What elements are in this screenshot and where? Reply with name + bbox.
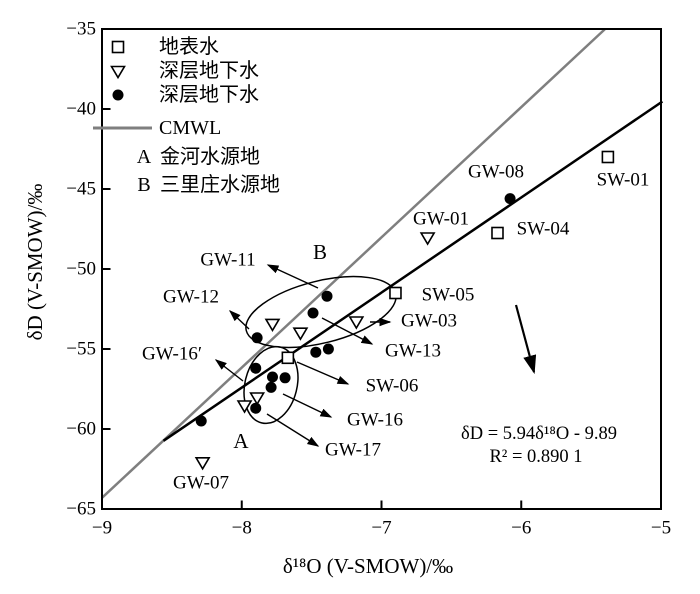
leader-arrow-GW-11 [266, 264, 319, 289]
point-circle-filled [322, 343, 334, 355]
leader-arrow-SW-06 [296, 361, 350, 385]
plot-border [101, 28, 662, 510]
point-circle-filled [265, 381, 277, 393]
point-circle-filled [266, 371, 278, 383]
annotation-GW-13: GW-13 [385, 341, 441, 362]
point-GW-01 [419, 232, 436, 246]
axis-ticks-layer: −9 −8 −7 −6 −5 −35 −40 −45 −50 −55 −60 −65 [66, 19, 671, 539]
trend-direction-arrow [514, 304, 537, 375]
group-ellipses-layer [243, 275, 397, 425]
point-circle-filled [310, 346, 322, 358]
annotation-B: B [313, 240, 327, 264]
legend-item-site-b: B 三里庄水源地 [137, 173, 280, 196]
y-tick-label: −60 [66, 419, 96, 440]
point-SW-01 [601, 150, 615, 164]
x-tick-label: −8 [232, 518, 252, 539]
annotation-A: A [233, 429, 249, 453]
point-triangle-open [292, 327, 309, 341]
y-tick-label: −65 [66, 499, 96, 520]
x-tick-label: −5 [651, 518, 671, 539]
legend-item-site-a: A 金河水源地 [137, 145, 260, 168]
point-GW-03 [348, 316, 365, 330]
annotation-SW-06: SW-06 [366, 376, 419, 397]
annotations-layer: GW-08 SW-01 GW-01 SW-04 SW-05 GW-03 GW-13 SW-06… [142, 162, 649, 494]
annotation-SW-05: SW-05 [422, 285, 475, 306]
annotation-GW-07: GW-07 [173, 473, 229, 494]
point-circle-filled [250, 362, 262, 374]
regression-equation: δD = 5.94δ¹⁸O - 9.89 [461, 424, 617, 444]
leader-arrow-GW-16 [282, 393, 333, 418]
circle-filled-marker-icon [112, 89, 124, 101]
legend-item-label: 金河水源地 [160, 145, 260, 168]
y-tick-label: −40 [66, 99, 96, 120]
trend-lines-layer [101, 28, 664, 499]
leader-arrow-GW-12 [228, 310, 250, 330]
CMWL-line [101, 28, 606, 499]
point-GW-11 [321, 290, 333, 302]
annotation-GW-03: GW-03 [401, 311, 457, 332]
x-tick-label: −9 [92, 518, 112, 539]
annotation-GW-12: GW-12 [163, 287, 219, 308]
point-circle-filled [279, 372, 291, 384]
y-tick-label: −55 [66, 339, 96, 360]
legend-item-cmwl: CMWL [93, 117, 221, 139]
point-GW-07 [194, 456, 211, 471]
legend-item-surface-water: 地表水 [111, 35, 219, 58]
legend-item-label: CMWL [159, 117, 221, 139]
legend-item-groundwater-circle: 深层地下水 [112, 83, 259, 106]
annotation-GW-01: GW-01 [413, 209, 469, 230]
data-points-layer [194, 150, 615, 471]
annotation-GW-08: GW-08 [468, 162, 524, 183]
point-GW-16′ [236, 400, 253, 414]
legend-item-label: 三里庄水源地 [160, 173, 280, 196]
y-tick-label: −45 [66, 179, 96, 200]
annotation-GW-11: GW-11 [200, 250, 255, 271]
point-triangle-open [264, 318, 281, 332]
point-GW-13 [307, 307, 319, 319]
annotation-SW-04: SW-04 [517, 219, 570, 240]
leader-arrow-GW-13 [321, 317, 374, 345]
annotation-GW-17: GW-17 [325, 440, 381, 461]
legend: 地表水 深层地下水 深层地下水 CMWL A 金河水源地 B 三里庄水源地 [93, 35, 280, 196]
leader-arrow-GW-17 [266, 413, 320, 447]
legend-item-label: 地表水 [159, 35, 219, 58]
cluster-ellipse-A [243, 345, 299, 425]
x-tick-label: −7 [371, 518, 391, 539]
point-SW-04 [491, 226, 504, 240]
leader-arrow-GW-16′ [214, 359, 244, 382]
point-SW-06 [281, 351, 295, 365]
x-tick-label: −6 [511, 518, 531, 539]
point-SW-05 [389, 286, 402, 300]
y-tick-label: −50 [66, 259, 96, 280]
x-axis-title: δ¹⁸O (V-SMOW)/‰ [283, 554, 453, 578]
point-GW-12 [251, 332, 263, 344]
point-GW-08 [504, 193, 516, 205]
legend-letter-a: A [137, 146, 152, 168]
y-axis-title: δD (V-SMOW)/‰ [23, 184, 47, 341]
y-tick-label: −35 [66, 19, 96, 40]
r-squared-value: R² = 0.890 1 [489, 447, 582, 467]
annotation-SW-01: SW-01 [597, 170, 650, 191]
point-GW-16 [249, 392, 266, 406]
square-open-marker-icon [111, 40, 125, 54]
point-GW-17 [250, 402, 262, 414]
annotation-GW-16: GW-16 [347, 410, 403, 431]
legend-item-label: 深层地下水 [159, 83, 259, 106]
regression-line-line [162, 100, 664, 442]
annotation-GW-16′: GW-16′ [142, 344, 202, 365]
triangle-open-marker-icon [110, 65, 126, 80]
legend-item-label: 深层地下水 [159, 59, 259, 82]
legend-item-groundwater-triangle: 深层地下水 [110, 59, 259, 82]
point-circle-filled [195, 415, 207, 427]
legend-letter-b: B [137, 174, 150, 196]
